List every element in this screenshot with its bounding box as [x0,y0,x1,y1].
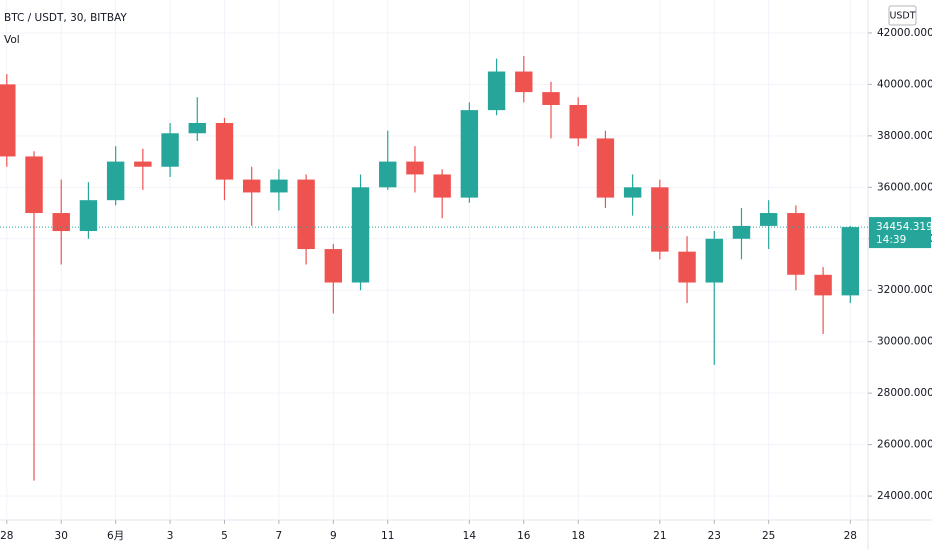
candle-body [705,238,723,283]
candles [0,56,860,481]
candle-body [270,179,288,193]
x-tick-label: 14 [463,530,477,542]
candle-body [161,133,179,167]
candle-body [297,179,315,250]
x-tick-label: 30 [55,530,68,542]
x-tick-label: 3 [167,530,174,542]
candle-body [406,161,424,175]
candle-body [351,187,370,283]
y-tick-label: 30000.000000 [877,336,932,348]
y-tick-label: 36000.000000 [877,181,932,193]
countdown-label: 14:39 [876,234,906,246]
candle-body [678,251,696,283]
current-price-box [869,217,931,249]
currency-button-label[interactable]: USDT [889,11,915,22]
y-tick-label: 40000.000000 [877,78,932,90]
x-tick-label: 6月 [107,530,124,542]
x-tick-label: 18 [572,530,585,542]
candle-body [379,161,397,188]
x-tick-label: 11 [381,530,394,542]
candle-body [596,138,615,198]
candle-body [759,213,778,226]
candle-body [215,122,234,180]
y-tick-label: 42000.000000 [877,27,932,39]
x-tick-label: 21 [653,530,666,542]
candle-body [542,92,560,105]
x-tick-label: 25 [762,530,775,542]
x-tick-label: 7 [276,530,283,542]
x-tick-label: 9 [330,530,337,542]
candle-body [569,104,587,139]
candle-body [433,174,451,198]
x-tick-label: 5 [221,530,228,542]
x-tick-label: 16 [517,530,531,542]
x-tick-label: 23 [708,530,721,542]
y-tick-label: 26000.000000 [877,439,932,451]
candle-body [242,179,261,193]
candle-body [487,71,506,111]
candle-body [460,110,479,198]
y-tick-label: 38000.000000 [877,130,932,142]
candle-body [324,249,343,283]
candle-body [188,122,206,134]
currency-button[interactable] [888,5,917,26]
candle-body [25,156,43,214]
candle-body [79,200,98,232]
chart-title: BTC / USDT, 30, BITBAY [4,12,127,24]
candle-body [0,84,16,157]
candle-body [106,161,125,201]
x-tick-label: 28 [844,530,857,542]
candle-body [732,225,751,239]
candle-body [814,274,832,296]
candle-body [134,161,152,167]
x-tick-label: 28 [0,530,13,542]
candle-body [841,227,860,296]
y-tick-label: 24000.000000 [877,490,932,502]
candle-body [623,187,642,198]
candle-body [52,213,70,232]
y-tick-label: 28000.000000 [877,387,932,399]
indicator-label: Vol [4,34,20,46]
candle-body [787,213,805,275]
y-tick-label: 32000.000000 [877,284,932,296]
current-price-label: 34454.319984 [876,221,932,233]
candle-body [515,71,533,93]
candle-body [651,187,669,252]
